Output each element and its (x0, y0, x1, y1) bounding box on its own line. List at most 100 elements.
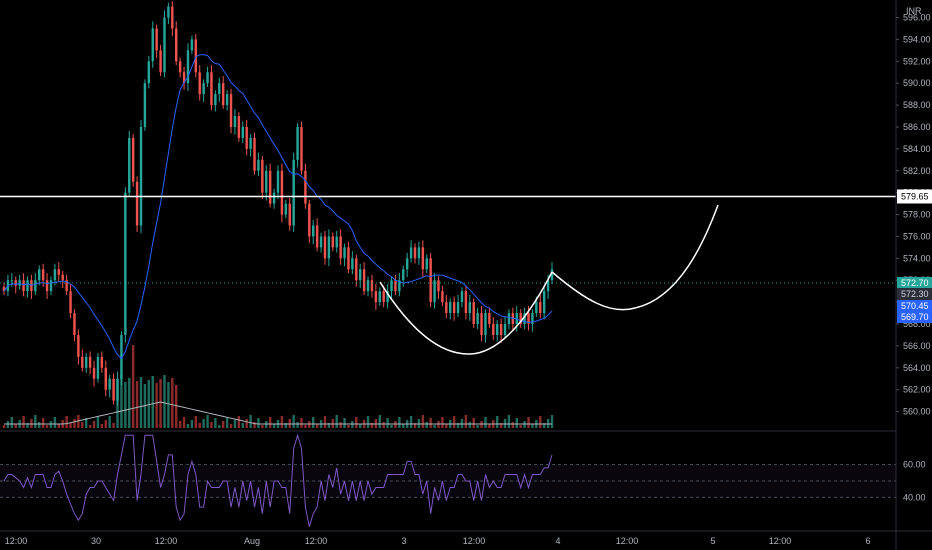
candle-body (10, 280, 14, 282)
candle-body (88, 356, 92, 368)
candle-body (167, 6, 170, 18)
candle-body (390, 280, 393, 292)
candle-body (143, 83, 147, 127)
candle-body (476, 313, 479, 325)
volume-bar (2, 425, 6, 428)
volume-bar (167, 382, 170, 428)
candle-body (546, 280, 550, 292)
volume-bar (542, 423, 546, 428)
candle-body (456, 302, 460, 314)
candle-body (124, 192, 127, 335)
moving-average-line (3, 54, 553, 360)
candle-body (323, 236, 327, 259)
volume-bar (229, 424, 233, 428)
candle-body (61, 274, 64, 281)
volume-bar (398, 417, 401, 428)
volume-bar (323, 416, 327, 428)
volume-bar (484, 417, 487, 428)
candle-body (472, 302, 475, 325)
volume-bar (445, 424, 448, 428)
volume-bar (382, 422, 385, 428)
candle-body (492, 324, 495, 335)
volume-bar (433, 425, 436, 428)
volume-bar (65, 416, 68, 428)
volume-bar (292, 415, 295, 428)
candle-body (265, 170, 268, 193)
volume-bar (515, 418, 518, 428)
volume-bar (386, 418, 389, 428)
candle-body (135, 181, 139, 226)
volume-bar (378, 415, 381, 428)
candle-body (206, 72, 209, 84)
candle-body (30, 280, 33, 292)
volume-bar (190, 420, 194, 428)
candle-body (45, 280, 49, 292)
candle-body (190, 39, 194, 51)
volume-bar (409, 416, 413, 428)
volume-bar (175, 385, 178, 428)
horizontal-line-tag-label: 579.65 (901, 191, 929, 201)
volume-bar (390, 425, 393, 428)
candle-body (84, 356, 88, 368)
horizontal-line-tag (897, 189, 932, 204)
price-tag-label: 572.70 (901, 278, 929, 288)
price-tick-label: 594.00 (903, 34, 931, 44)
volume-bar (57, 424, 61, 428)
volume-bar (272, 424, 276, 428)
price-tick-label: 578.00 (903, 210, 931, 220)
volume-bar (131, 345, 135, 428)
volume-bar (249, 415, 252, 428)
volume-bar (194, 416, 198, 428)
volume-bar (124, 382, 127, 428)
volume-bar (22, 416, 25, 428)
volume-bar (120, 375, 123, 428)
volume-bar (531, 424, 534, 428)
volume-bar (261, 425, 264, 428)
volume-bar (452, 416, 456, 428)
candle-body (394, 280, 397, 292)
candle-body (218, 83, 221, 95)
volume-bar (358, 424, 362, 428)
rsi-pane (0, 433, 896, 527)
candle-body (539, 302, 542, 314)
price-tick-label: 560.00 (903, 407, 931, 417)
volume-bar (38, 422, 41, 428)
volume-bar (296, 422, 299, 428)
rsi-line (3, 433, 553, 527)
candle-body (139, 126, 143, 226)
volume-bar (206, 415, 209, 428)
volume-bar (539, 416, 542, 428)
volume-bar (355, 417, 358, 428)
volume-bar (10, 417, 14, 428)
candle-body (104, 367, 107, 390)
candle-body (417, 247, 421, 259)
volume-bar (300, 418, 303, 428)
volume-bar (284, 423, 288, 428)
volume-bar (92, 421, 96, 428)
candle-body (542, 291, 546, 314)
candle-body (335, 236, 338, 248)
volume-bar (147, 380, 151, 428)
volume-bar (14, 424, 17, 428)
volume-bar (182, 417, 186, 428)
volume-average-line (4, 401, 552, 425)
volume-bar (464, 415, 468, 428)
candle-body (112, 378, 115, 401)
candle-body (175, 28, 178, 62)
candle-body (519, 313, 522, 325)
volume-bar (245, 419, 248, 428)
candle-body (445, 302, 448, 314)
candle-body (339, 236, 342, 259)
candle-body (249, 137, 252, 149)
volume-bar (343, 418, 346, 428)
price-tick-label: 574.00 (903, 253, 931, 263)
volume-bar (488, 424, 491, 428)
candle-body (468, 302, 472, 314)
volume-bar (210, 422, 213, 428)
currency-label: INR (906, 6, 922, 16)
time-tick-label: 30 (91, 536, 101, 546)
volume-bar (402, 424, 405, 428)
volume-bar (519, 425, 522, 428)
